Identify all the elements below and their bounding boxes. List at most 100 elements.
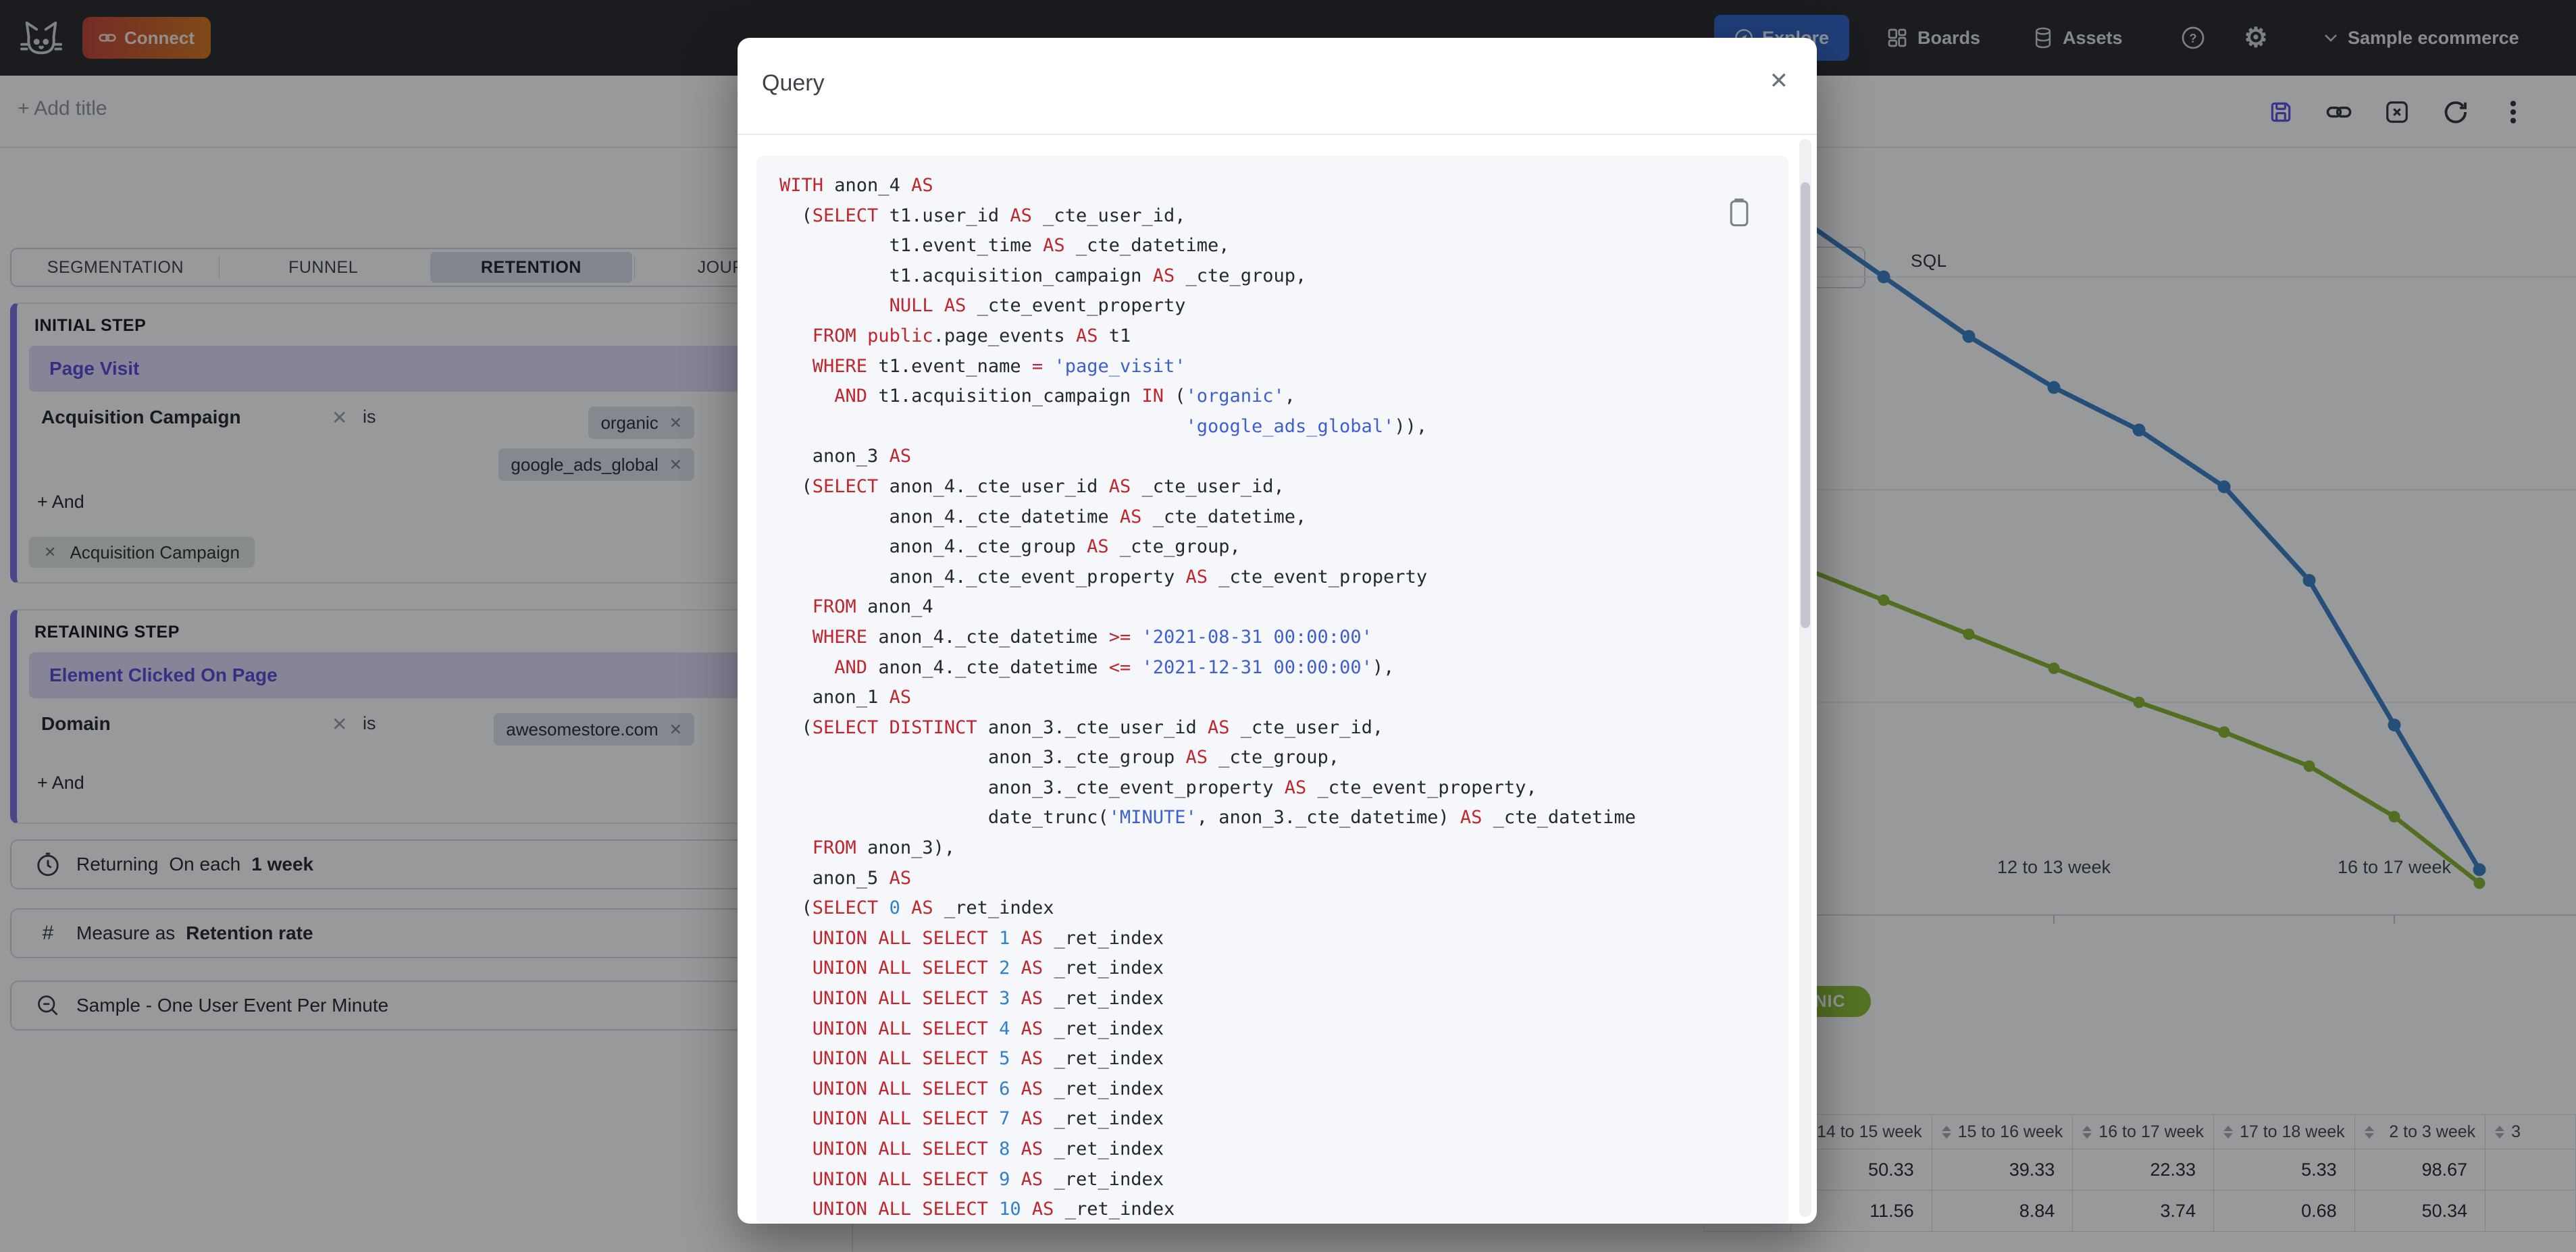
measure-prefix: Measure as (76, 922, 176, 943)
filter-values: organic ✕ google_ads_global ✕ (498, 407, 694, 481)
filter-property[interactable]: Acquisition Campaign (41, 407, 241, 427)
initial-step-event-selector[interactable]: Page Visit (29, 346, 836, 392)
tab-retention[interactable]: RETENTION (430, 252, 633, 283)
export-button[interactable] (2384, 99, 2410, 125)
sort-icon[interactable] (2495, 1125, 2505, 1139)
measure-value: Retention rate (186, 922, 313, 943)
refresh-button[interactable] (2442, 99, 2468, 125)
sample-label: Sample - One User Event Per Minute (76, 995, 389, 1016)
code-line: anon_3 AS (779, 446, 912, 467)
filter-operator[interactable]: is (363, 713, 376, 733)
x-square-icon (2386, 101, 2408, 123)
close-icon[interactable]: ✕ (1769, 68, 1789, 94)
modal-scrollbar (1799, 139, 1811, 1217)
code-line: UNION ALL SELECT 3 AS _ret_index (812, 988, 1164, 1010)
report-toolbar (2268, 92, 2526, 132)
code-line: (SELECT anon_4._cte_user_id AS _cte_user… (779, 475, 1285, 497)
tab-funnel[interactable]: FUNNEL (218, 252, 425, 283)
code-line: WHERE anon_4._cte_datetime >= '2021-08-3… (812, 626, 1372, 648)
sql-code-block: WITH anon_4 AS (SELECT t1.user_id AS _ct… (756, 156, 1788, 1224)
filter-value-chip[interactable]: google_ads_global ✕ (498, 448, 694, 481)
add-title-input[interactable]: + Add title (18, 97, 107, 120)
event-name: Page Visit (49, 358, 140, 379)
svg-text:?: ? (2190, 32, 2197, 45)
code-line: 'google_ads_global')), (1185, 415, 1428, 437)
query-builder-panel: SEGMENTATIONFUNNELRETENTIONJOURNEY INITI… (0, 148, 853, 1252)
more-options-button[interactable] (2500, 99, 2526, 125)
modal-header: Query ✕ (738, 38, 1817, 135)
code-line: (SELECT DISTINCT anon_3._cte_user_id AS … (779, 716, 1384, 738)
refresh-icon (2444, 101, 2467, 124)
help-icon: ? (2182, 26, 2205, 49)
code-line: anon_4._cte_datetime AS _cte_datetime, (779, 506, 1307, 527)
remove-chip-icon[interactable]: ✕ (669, 413, 682, 432)
measure-row[interactable]: # Measure as Retention rate (10, 908, 844, 958)
tab-segmentation[interactable]: SEGMENTATION (47, 257, 184, 277)
app-logo-cat-icon[interactable] (20, 18, 62, 59)
retaining-step-label: RETAINING STEP (34, 623, 180, 642)
code-line: t1.event_time AS _cte_datetime, (779, 235, 1230, 257)
query-modal: Query ✕ WITH anon_4 AS (SELECT t1.user_i… (738, 38, 1817, 1224)
boards-icon (1888, 28, 1907, 47)
copy-button[interactable] (1728, 198, 1751, 228)
remove-chip-icon[interactable]: ✕ (669, 720, 682, 738)
remove-chip-icon[interactable]: ✕ (669, 455, 682, 473)
filter-value-chip[interactable]: organic ✕ (588, 407, 694, 439)
code-line: AND t1.acquisition_campaign IN ('organic… (834, 386, 1296, 407)
add-condition-link[interactable]: + And (37, 492, 84, 512)
sort-icon[interactable] (2082, 1125, 2092, 1139)
chip-label: google_ads_global (511, 454, 659, 475)
hash-icon: # (42, 922, 54, 944)
link-icon (2326, 106, 2352, 118)
help-button[interactable]: ? (2181, 0, 2205, 76)
modal-title: Query (762, 70, 825, 96)
sample-row[interactable]: Sample - One User Event Per Minute (10, 981, 844, 1031)
filter-value-chip[interactable]: awesomestore.com ✕ (494, 713, 694, 746)
filter-property[interactable]: Domain (41, 713, 111, 734)
add-condition-link[interactable]: + And (37, 773, 84, 793)
table-cell: 5.33 (2213, 1149, 2355, 1191)
connect-button[interactable]: Connect (82, 17, 211, 59)
table-cell: 22.33 (2072, 1149, 2214, 1191)
settings-button[interactable]: ⚙ (2244, 0, 2268, 76)
code-line: t1.acquisition_campaign AS _cte_group, (779, 265, 1307, 286)
remove-filter-icon[interactable]: ✕ (332, 407, 348, 428)
workspace-selector[interactable]: Sample ecommerce (2323, 0, 2519, 76)
kebab-menu-icon (2510, 101, 2517, 124)
code-line: anon_4._cte_event_property AS _cte_event… (779, 566, 1428, 588)
code-line: anon_3._cte_group AS _cte_group, (779, 747, 1340, 768)
nav-assets[interactable]: Assets (2033, 0, 2123, 76)
gear-icon: ⚙ (2244, 23, 2268, 53)
retaining-step-card: RETAINING STEP Element Clicked On Page D… (10, 609, 844, 824)
breakdown-chip[interactable]: ✕ Acquisition Campaign (29, 537, 255, 568)
clock-icon (34, 851, 61, 878)
filter-operator[interactable]: is (363, 407, 376, 427)
retaining-step-event-selector[interactable]: Element Clicked On Page (29, 652, 836, 698)
code-line: UNION ALL SELECT 4 AS _ret_index (812, 1018, 1164, 1039)
column-header[interactable]: 17 to 18 week (2213, 1114, 2355, 1149)
table-cell (2485, 1190, 2576, 1232)
code-line: UNION ALL SELECT 9 AS _ret_index (812, 1168, 1164, 1190)
code-line: UNION ALL SELECT 1 AS _ret_index (812, 927, 1164, 949)
code-line: UNION ALL SELECT 7 AS _ret_index (812, 1108, 1164, 1130)
save-button[interactable] (2268, 99, 2294, 125)
connect-label: Connect (124, 27, 195, 48)
copy-link-button[interactable] (2326, 99, 2352, 125)
remove-breakdown-icon[interactable]: ✕ (44, 544, 57, 560)
sort-icon[interactable] (1941, 1125, 1951, 1139)
nav-boards[interactable]: Boards (1886, 0, 1980, 76)
code-line: anon_4._cte_group AS _cte_group, (779, 536, 1241, 558)
code-line: UNION ALL SELECT 8 AS _ret_index (812, 1139, 1164, 1159)
table-cell: 50.34 (2354, 1190, 2486, 1232)
code-line: FROM anon_3), (812, 837, 956, 859)
table-cell: 3.74 (2072, 1190, 2214, 1232)
link-icon (99, 34, 116, 42)
sort-icon[interactable] (2364, 1125, 2374, 1139)
sort-icon[interactable] (2223, 1125, 2233, 1139)
column-header-clipped-right[interactable]: 3 (2485, 1114, 2576, 1149)
remove-filter-icon[interactable]: ✕ (332, 714, 348, 735)
code-line: UNION ALL SELECT 5 AS _ret_index (812, 1048, 1164, 1070)
scrollbar-thumb[interactable] (1801, 182, 1810, 628)
code-line: WITH anon_4 AS (779, 175, 933, 196)
